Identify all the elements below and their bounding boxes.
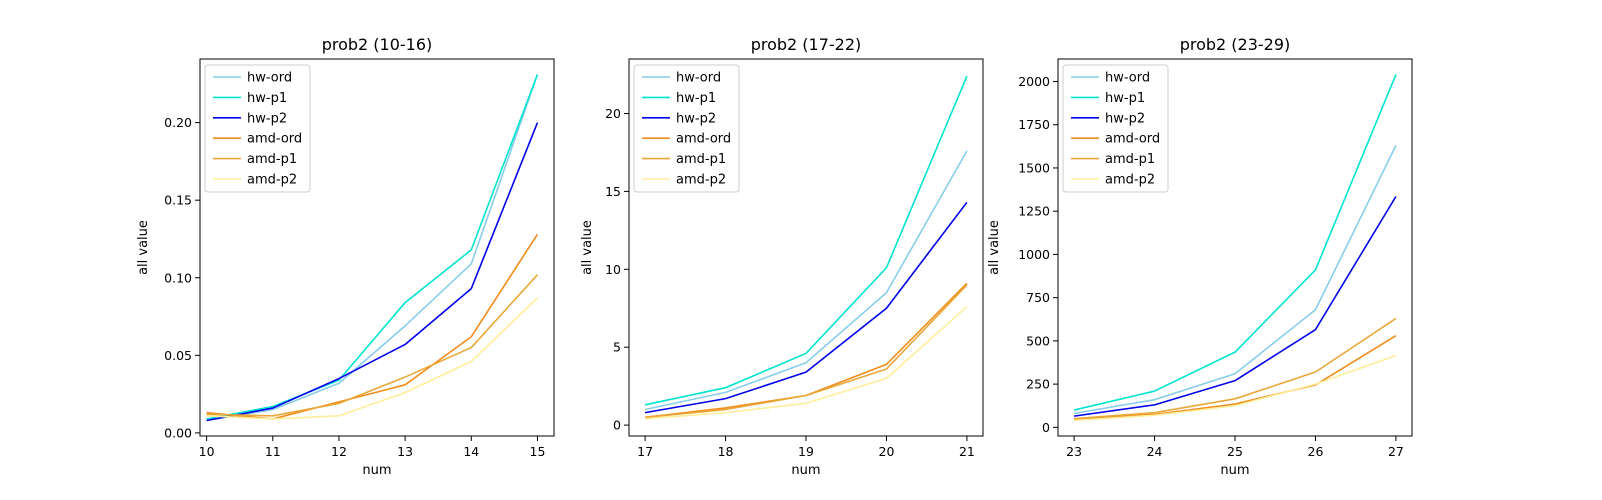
- x-tick-label: 10: [199, 444, 215, 459]
- series-line-hw-p1: [1073, 74, 1397, 411]
- x-axis-label: num: [791, 463, 820, 478]
- legend-label: amd-p1: [1105, 152, 1155, 167]
- legend-label: amd-ord: [1105, 132, 1160, 147]
- y-tick-label: 15: [605, 184, 621, 199]
- chart-title: prob2 (17-22): [751, 35, 862, 54]
- legend-label: amd-p2: [247, 173, 297, 188]
- y-tick-label: 0.05: [164, 348, 192, 363]
- y-axis-label: all value: [987, 220, 1002, 275]
- y-tick-label: 0.20: [164, 115, 192, 130]
- y-tick-label: 250: [1026, 377, 1050, 392]
- x-tick-label: 14: [463, 444, 479, 459]
- series-line-amd-p1: [206, 274, 539, 417]
- legend-label: amd-p2: [1105, 173, 1155, 188]
- x-tick-label: 27: [1388, 444, 1404, 459]
- x-tick-label: 25: [1227, 444, 1243, 459]
- legend-label: amd-ord: [247, 132, 302, 147]
- series-line-hw-p1: [644, 75, 968, 406]
- y-axis-label: all value: [580, 220, 595, 275]
- legend-label: amd-p2: [676, 173, 726, 188]
- x-tick-label: 12: [331, 444, 347, 459]
- chart-title: prob2 (23-29): [1180, 35, 1291, 54]
- y-tick-label: 0.15: [164, 193, 192, 208]
- legend-label: hw-ord: [1105, 71, 1150, 86]
- x-axis-label: num: [362, 463, 391, 478]
- y-tick-label: 2000: [1018, 74, 1050, 89]
- series-line-hw-p2: [206, 122, 539, 422]
- series-line-hw-p2: [1073, 196, 1397, 417]
- legend-label: hw-p2: [676, 111, 716, 126]
- legend-label: hw-p2: [247, 111, 287, 126]
- y-axis-label: all value: [136, 220, 151, 275]
- y-tick-label: 1500: [1018, 160, 1050, 175]
- x-tick-label: 18: [718, 444, 734, 459]
- series-line-amd-p1: [1074, 317, 1397, 420]
- legend-label: hw-p1: [247, 91, 287, 106]
- y-tick-label: 750: [1026, 290, 1050, 305]
- series-line-amd-p1: [645, 284, 968, 419]
- y-tick-label: 0: [1042, 420, 1050, 435]
- series-line-hw-ord: [206, 74, 539, 422]
- y-tick-label: 1000: [1018, 247, 1050, 262]
- series-line-amd-p2: [206, 297, 539, 420]
- legend: hw-ord hw-p1 hw-p2 amd-ord amd-p1 amd-p2: [633, 64, 740, 193]
- legend-label: hw-p1: [676, 91, 716, 106]
- y-tick-label: 1250: [1018, 204, 1050, 219]
- legend: hw-ord hw-p1 hw-p2 amd-ord amd-p1 amd-p2: [1062, 64, 1169, 193]
- x-tick-label: 20: [879, 444, 895, 459]
- legend-label: hw-ord: [247, 71, 292, 86]
- x-tick-label: 21: [959, 444, 975, 459]
- chart-panel: prob2 (23-29) 23 24 25 26 27 0 250 500 750 1000 125…: [987, 35, 1413, 478]
- legend-label: amd-p1: [247, 152, 297, 167]
- y-tick-label: 20: [605, 106, 621, 121]
- y-tick-label: 0.10: [164, 270, 192, 285]
- x-tick-label: 11: [265, 444, 281, 459]
- series-line-hw-ord: [644, 150, 968, 411]
- y-tick-label: 5: [613, 340, 621, 355]
- legend-label: hw-p1: [1105, 91, 1145, 106]
- x-tick-label: 23: [1066, 444, 1082, 459]
- series-line-amd-ord: [1074, 335, 1397, 421]
- y-tick-label: 1750: [1018, 117, 1050, 132]
- series-line-amd-ord: [206, 233, 539, 420]
- x-tick-label: 26: [1308, 444, 1324, 459]
- legend-label: hw-ord: [676, 71, 721, 86]
- x-tick-label: 19: [798, 444, 814, 459]
- legend-label: hw-p2: [1105, 111, 1145, 126]
- y-tick-label: 0: [613, 418, 621, 433]
- series-line-hw-ord: [1073, 145, 1397, 415]
- plot-frame: [199, 58, 555, 437]
- x-tick-label: 15: [530, 444, 546, 459]
- x-tick-label: 13: [397, 444, 413, 459]
- legend-label: amd-p1: [676, 152, 726, 167]
- x-tick-label: 24: [1147, 444, 1163, 459]
- legend: hw-ord hw-p1 hw-p2 amd-ord amd-p1 amd-p2: [204, 64, 311, 193]
- series-line-hw-p1: [206, 74, 539, 420]
- chart-panel: prob2 (10-16) 10 11 12 13 14 15 0.00 0.05 0.10 0.1…: [136, 35, 555, 478]
- chart-title: prob2 (10-16): [322, 35, 433, 54]
- x-axis-label: num: [1220, 463, 1249, 478]
- series-line-amd-p2: [1074, 354, 1397, 422]
- y-tick-label: 500: [1026, 333, 1050, 348]
- x-tick-label: 17: [637, 444, 653, 459]
- series-line-amd-p2: [645, 306, 968, 420]
- y-tick-label: 0.00: [164, 425, 192, 440]
- series-line-hw-p2: [644, 201, 968, 414]
- chart-panel: prob2 (17-22) 17 18 19 20 21 0 5 10 15 20 num all va…: [580, 35, 984, 478]
- legend-label: amd-ord: [676, 132, 731, 147]
- y-tick-label: 10: [605, 262, 621, 277]
